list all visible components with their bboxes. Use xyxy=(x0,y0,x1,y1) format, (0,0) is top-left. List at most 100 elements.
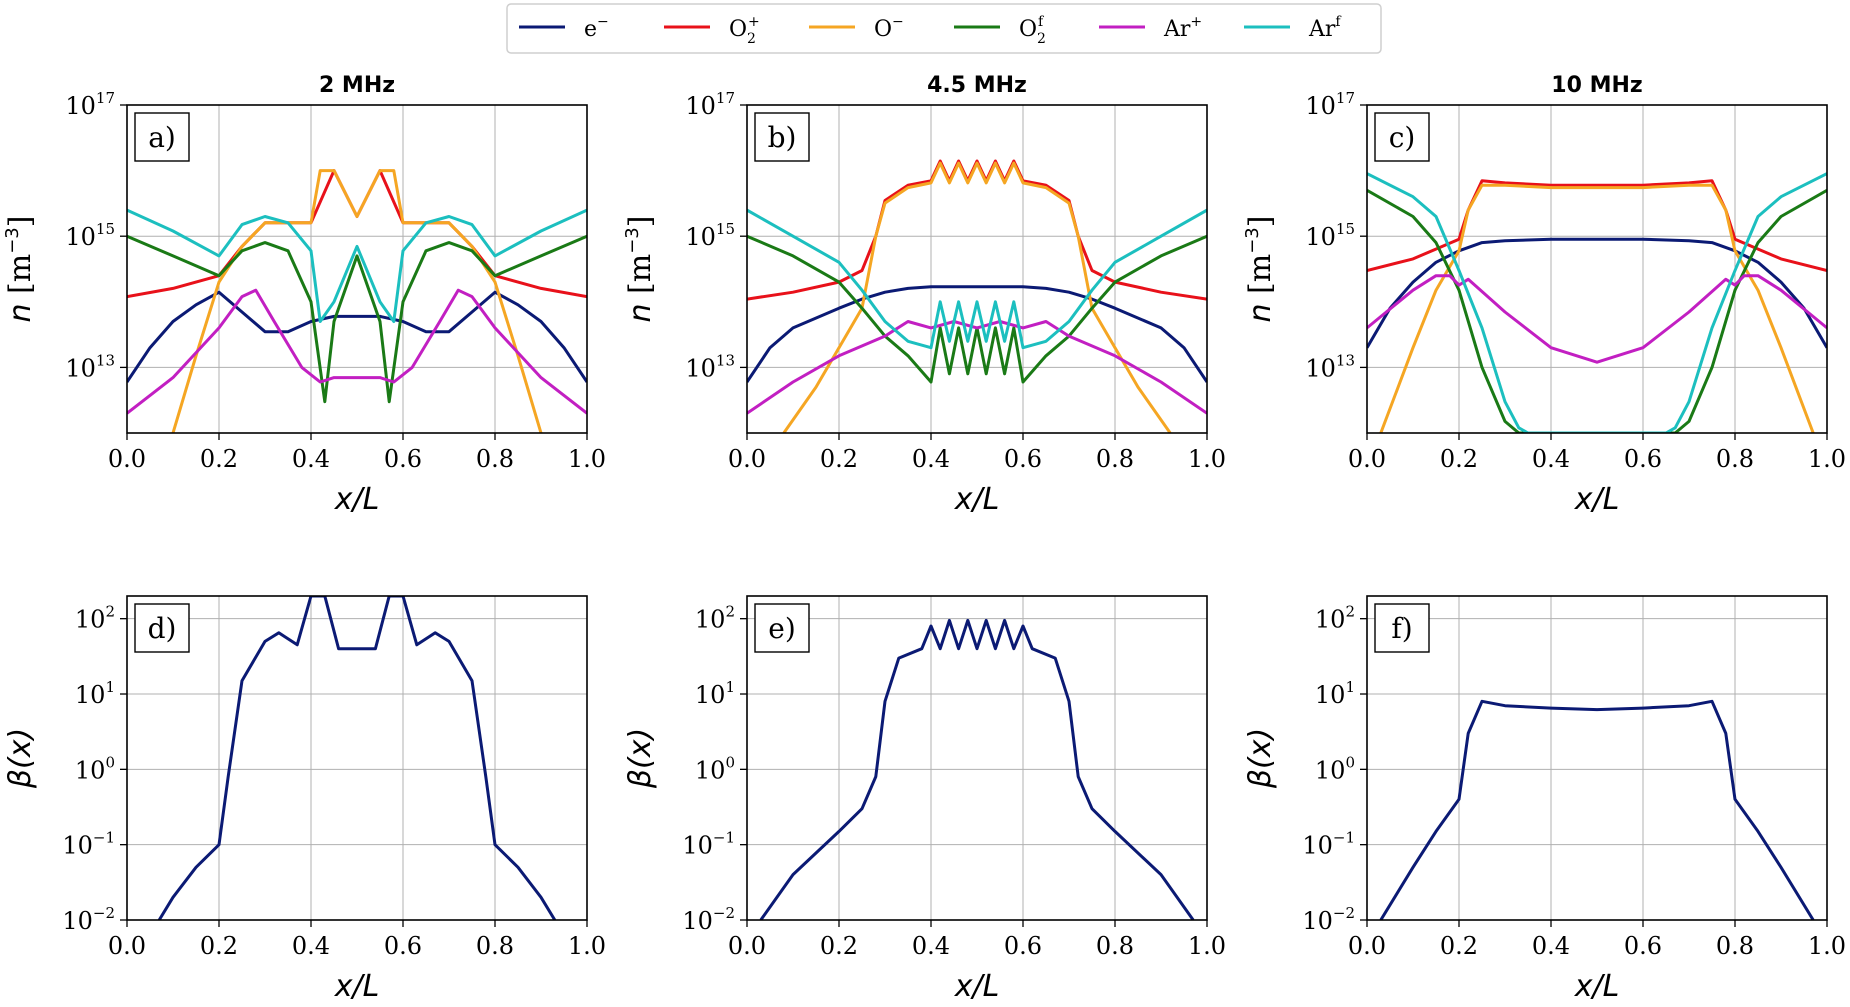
legend-label-e: e− xyxy=(584,14,609,42)
y-tick-label: 100 xyxy=(695,753,735,784)
x-axis-label: x/L xyxy=(954,482,1000,517)
legend-label-O2f: O2f xyxy=(1019,14,1046,47)
y-tick-label: 1017 xyxy=(1305,89,1355,120)
x-tick-label: 0.2 xyxy=(820,932,858,960)
series-line-e-d xyxy=(157,596,557,920)
x-axis-label: x/L xyxy=(334,969,380,1004)
x-tick-label: 1.0 xyxy=(1808,932,1846,960)
x-tick-label: 0.4 xyxy=(912,932,950,960)
y-tick-label: 10−1 xyxy=(1302,829,1355,860)
x-tick-label: 0.8 xyxy=(476,445,514,473)
series-line-O2f-c xyxy=(1367,188,1827,433)
panels: 0.0 0.2 0.4 0.6 0.8 1.0 1013 1015 1017 2 MHz a) x/L… xyxy=(2,73,1846,1004)
y-tick-label: 102 xyxy=(75,603,115,634)
series-line-e-f xyxy=(1379,699,1815,920)
x-tick-label: 1.0 xyxy=(1808,445,1846,473)
panel-c: 0.0 0.2 0.4 0.6 0.8 1.0 1013 1015 1017 10 MHz c) x/… xyxy=(1242,73,1846,517)
series-line-Arf-b xyxy=(747,208,1207,350)
panel-title: 2 MHz xyxy=(319,73,395,98)
series-line-O2p-a xyxy=(127,169,587,299)
series-line-Om-c xyxy=(1379,183,1815,433)
panel-tag-frame xyxy=(754,603,810,653)
y-tick-label: 1015 xyxy=(1305,220,1355,251)
series-line-O2p-b xyxy=(747,159,1207,301)
plot-frame xyxy=(746,104,1208,434)
panel-title: 10 MHz xyxy=(1551,73,1642,98)
series-line-Om-b xyxy=(782,161,1172,433)
legend-label-Om: O− xyxy=(874,14,904,42)
y-tick-label: 102 xyxy=(1315,603,1355,634)
panel-tag-frame xyxy=(1374,112,1430,162)
plot-frame xyxy=(1366,104,1828,434)
panel-tag-frame xyxy=(1374,603,1430,653)
y-tick-label: 1013 xyxy=(65,351,115,382)
x-tick-label: 1.0 xyxy=(568,445,606,473)
x-tick-label: 0.6 xyxy=(1004,932,1042,960)
legend-label-Arp: Ar+ xyxy=(1163,14,1202,42)
x-axis-label: x/L xyxy=(954,969,1000,1004)
y-tick-label: 102 xyxy=(695,603,735,634)
x-tick-label: 0.8 xyxy=(1096,445,1134,473)
y-tick-label: 100 xyxy=(75,753,115,784)
y-tick-label: 101 xyxy=(75,678,115,709)
x-tick-label: 0.2 xyxy=(200,932,238,960)
plot-frame xyxy=(1366,595,1828,921)
series-line-O2p-c xyxy=(1367,179,1827,272)
series-group xyxy=(157,596,557,920)
series-line-Arf-a xyxy=(127,208,587,323)
y-axis-label: β(x) xyxy=(1243,728,1278,789)
series-line-Arp-c xyxy=(1367,274,1827,364)
x-tick-label: 1.0 xyxy=(1188,445,1226,473)
panel-f: 0.0 0.2 0.4 0.6 0.8 1.0 10−2 10−1 100 101 102 f) x/L… xyxy=(1243,595,1846,1004)
panel-tag: c) xyxy=(1389,121,1416,154)
series-line-Arf-c xyxy=(1367,172,1827,433)
x-tick-label: 0.4 xyxy=(292,445,330,473)
x-tick-label: 0.8 xyxy=(1096,932,1134,960)
x-tick-label: 0.6 xyxy=(1624,932,1662,960)
y-tick-label: 10−2 xyxy=(1302,904,1355,935)
x-tick-label: 1.0 xyxy=(568,932,606,960)
x-tick-label: 0.2 xyxy=(1440,445,1478,473)
series-group xyxy=(1379,699,1815,920)
y-tick-label: 1017 xyxy=(65,89,115,120)
series-line-Arp-a xyxy=(127,288,587,415)
x-tick-label: 0.0 xyxy=(108,445,146,473)
y-axis-label: β(x) xyxy=(623,728,658,789)
x-axis-label: x/L xyxy=(334,482,380,517)
series-line-Arp-b xyxy=(747,320,1207,415)
x-tick-label: 0.0 xyxy=(1348,445,1386,473)
series-group xyxy=(747,159,1207,433)
y-tick-label: 10−1 xyxy=(62,829,115,860)
x-tick-label: 0.0 xyxy=(1348,932,1386,960)
y-tick-label: 10−2 xyxy=(62,904,115,935)
y-tick-label: 10−1 xyxy=(682,829,735,860)
panel-tag: e) xyxy=(768,612,796,645)
series-group xyxy=(759,618,1195,920)
y-axis-label: n [m−3] xyxy=(1242,216,1278,323)
y-axis-label: β(x) xyxy=(3,728,38,789)
panel-b: 0.0 0.2 0.4 0.6 0.8 1.0 1013 1015 1017 4.5 MHz b) x… xyxy=(622,73,1226,517)
panel-e: 0.0 0.2 0.4 0.6 0.8 1.0 10−2 10−1 100 101 102 e) x/L… xyxy=(623,595,1226,1004)
series-group xyxy=(1367,172,1827,433)
series-line-e-c xyxy=(1367,237,1827,349)
x-tick-label: 0.2 xyxy=(1440,932,1478,960)
panel-a: 0.0 0.2 0.4 0.6 0.8 1.0 1013 1015 1017 2 MHz a) x/L… xyxy=(2,73,606,517)
series-line-O2f-b xyxy=(747,234,1207,384)
x-tick-label: 0.0 xyxy=(728,445,766,473)
x-tick-label: 0.0 xyxy=(728,932,766,960)
y-tick-label: 1015 xyxy=(65,220,115,251)
x-tick-label: 0.4 xyxy=(1532,445,1570,473)
panel-tag-frame xyxy=(754,112,810,162)
x-tick-label: 0.4 xyxy=(912,445,950,473)
series-group xyxy=(127,169,587,433)
y-tick-label: 10−2 xyxy=(682,904,735,935)
x-tick-label: 0.6 xyxy=(1004,445,1042,473)
y-tick-label: 1013 xyxy=(1305,351,1355,382)
panel-title: 4.5 MHz xyxy=(927,73,1027,98)
y-tick-label: 101 xyxy=(695,678,735,709)
x-tick-label: 1.0 xyxy=(1188,932,1226,960)
x-tick-label: 0.4 xyxy=(292,932,330,960)
y-tick-label: 1013 xyxy=(685,351,735,382)
x-tick-label: 0.6 xyxy=(384,932,422,960)
legend: e− O2+ O− O2f Ar+ Arf xyxy=(506,3,1382,54)
